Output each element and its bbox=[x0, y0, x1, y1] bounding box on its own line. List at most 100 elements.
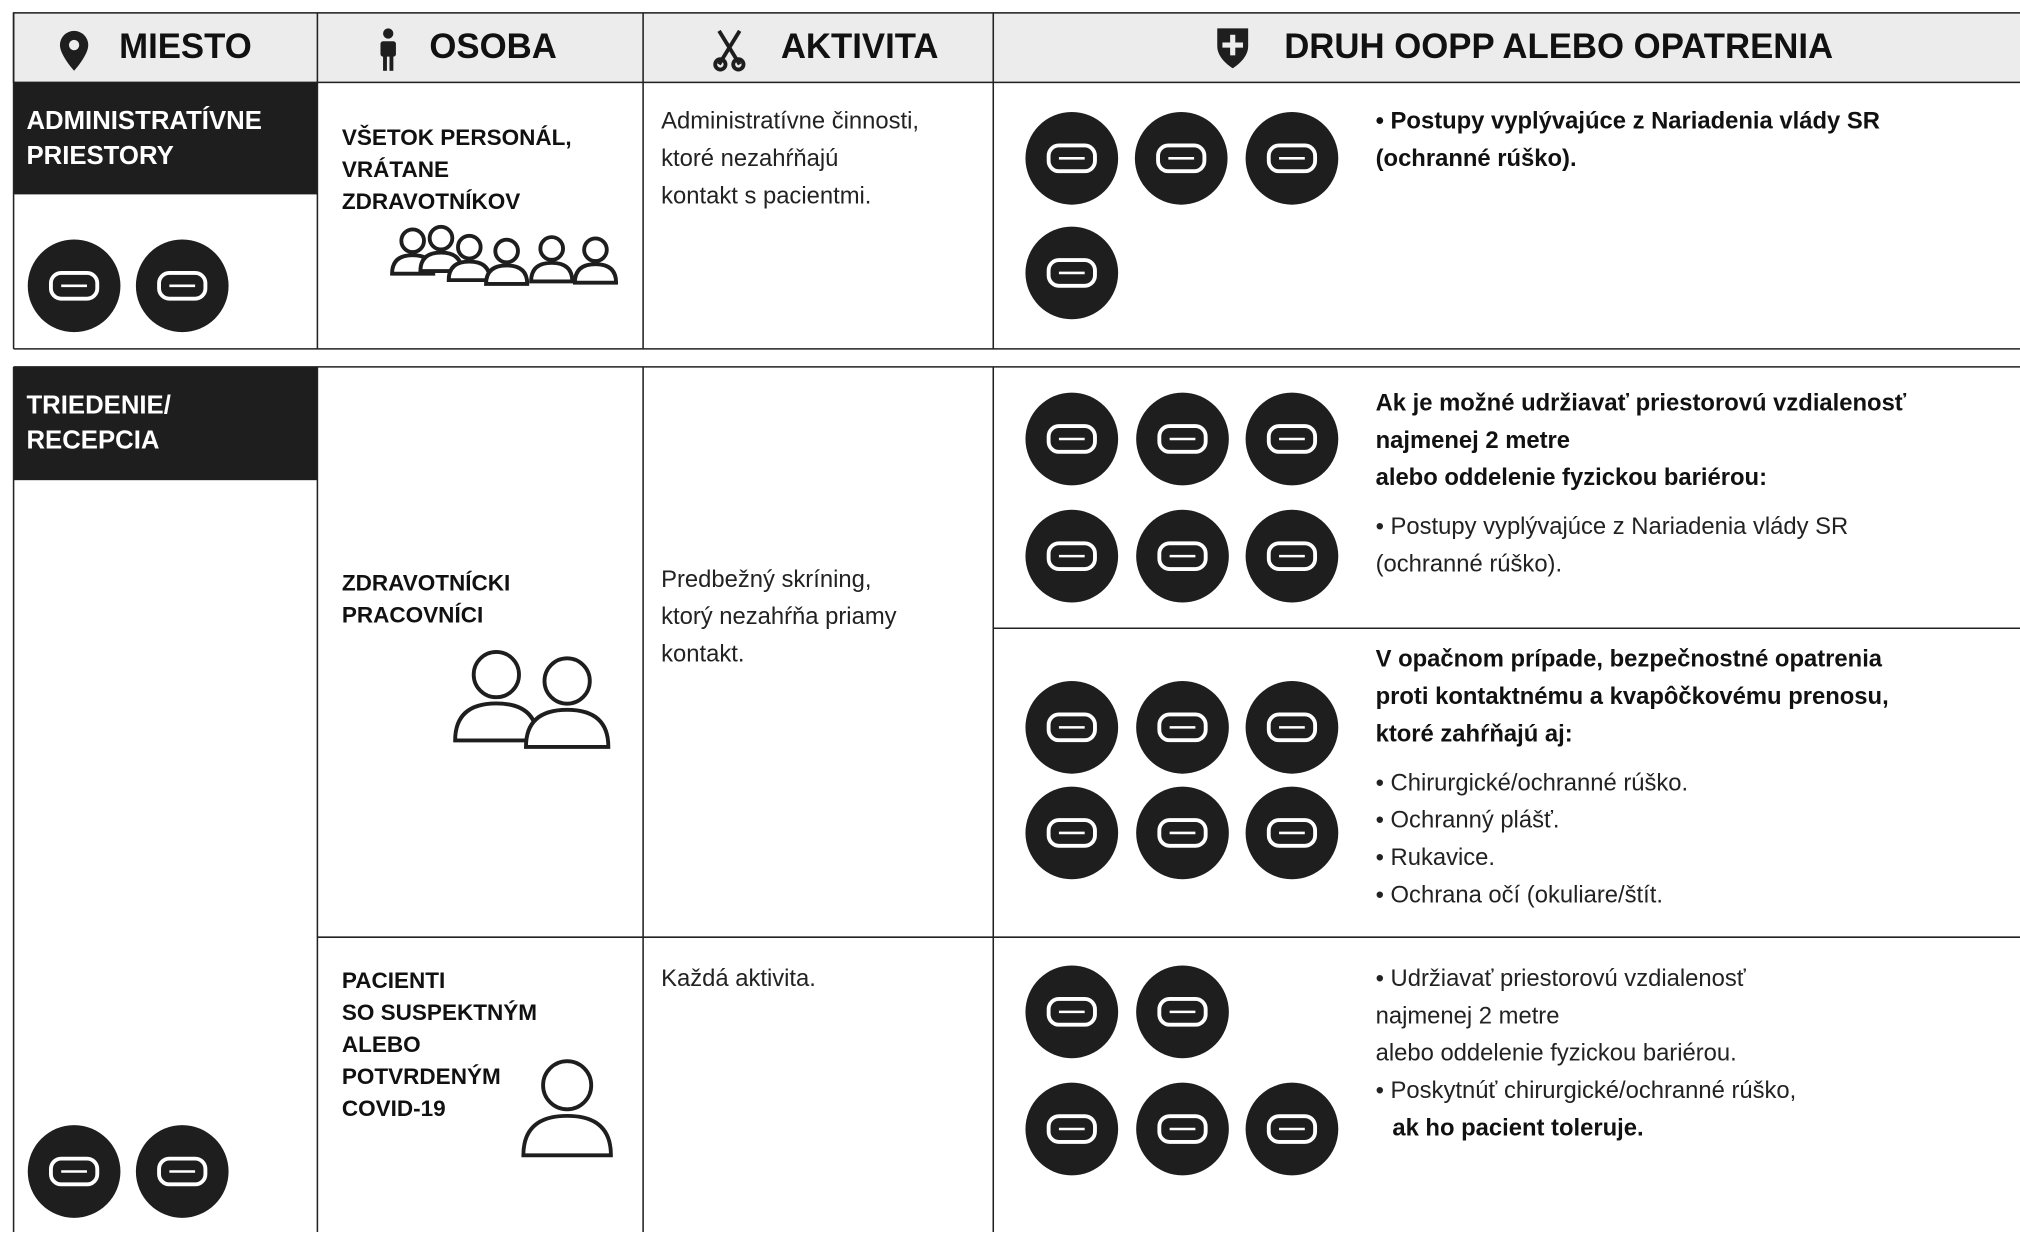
header-row bbox=[12, 12, 2020, 84]
pictogram bbox=[1245, 786, 1339, 880]
pictogram-glyph bbox=[1046, 1114, 1097, 1144]
pictogram bbox=[1136, 965, 1229, 1059]
person-head bbox=[538, 235, 565, 262]
pictogram-glyph bbox=[1046, 424, 1097, 454]
measure-text: • Udržiavať priestorovú vzdialenosť bbox=[1376, 965, 1747, 992]
person-head bbox=[493, 237, 520, 265]
measure-bold: ak ho pacient toleruje. bbox=[1392, 1114, 1643, 1141]
pictogram-glyph bbox=[1266, 424, 1318, 454]
pictogram-glyph bbox=[1046, 258, 1097, 288]
measure-text: • Poskytnúť chirurgické/ochranné rúško, bbox=[1376, 1077, 1797, 1104]
person-label: PACIENTI bbox=[342, 968, 445, 993]
pictogram-glyph bbox=[1046, 143, 1097, 174]
pictogram bbox=[1245, 1082, 1339, 1176]
pictogram bbox=[1025, 681, 1119, 774]
header-icons bbox=[59, 28, 1249, 72]
person-label: COVID-19 bbox=[342, 1096, 446, 1121]
pictogram bbox=[27, 239, 121, 333]
pictogram bbox=[1025, 112, 1119, 205]
activity-text: Predbežný skríning, bbox=[661, 566, 871, 593]
measure-bold: • Postupy vyplývajúce z Nariadenia vlády… bbox=[1376, 108, 1880, 135]
activity-text: Administratívne činnosti, bbox=[661, 108, 919, 135]
activity-text: ktorý nezahŕňa priamy bbox=[661, 603, 897, 630]
activity-text: kontakt. bbox=[661, 641, 744, 668]
person-label: VRÁTANE bbox=[342, 157, 449, 182]
pictogram bbox=[1025, 509, 1119, 603]
person-label: ALEBO bbox=[342, 1032, 421, 1057]
person-icon bbox=[572, 236, 619, 285]
pictogram-glyph bbox=[1157, 1114, 1208, 1144]
pictogram-glyph bbox=[157, 270, 208, 301]
person-body bbox=[446, 259, 492, 283]
pictogram-glyph bbox=[1046, 997, 1097, 1027]
person-head bbox=[399, 227, 426, 254]
place-label: ADMINISTRATÍVNE bbox=[26, 106, 261, 135]
pictogram-glyph bbox=[1046, 712, 1097, 743]
measure-text: alebo oddelenie fyzickou bariérou. bbox=[1376, 1040, 1737, 1067]
pictogram-glyph bbox=[1157, 997, 1208, 1027]
person-label: ZDRAVOTNÍKOV bbox=[342, 189, 520, 214]
pictogram-glyph bbox=[1157, 818, 1208, 848]
person-label: POTVRDENÝM bbox=[342, 1064, 501, 1089]
pictogram-glyph bbox=[48, 270, 100, 301]
person-label: ZDRAVOTNÍCKI bbox=[342, 570, 510, 595]
column-header: MIESTO bbox=[119, 28, 252, 66]
place-label-bg bbox=[13, 366, 318, 481]
person-head bbox=[471, 649, 521, 700]
pictogram-glyph bbox=[1266, 541, 1318, 571]
pictogram bbox=[1025, 965, 1119, 1059]
pictogram bbox=[1245, 681, 1339, 774]
measure-bold: Ak je možné udržiavať priestorovú vzdial… bbox=[1376, 390, 1907, 417]
pictogram bbox=[1245, 509, 1339, 603]
person-body bbox=[524, 707, 611, 749]
pictogram bbox=[1025, 392, 1119, 486]
pictogram-glyph bbox=[1157, 712, 1208, 743]
pictogram bbox=[135, 1125, 229, 1218]
person-body bbox=[484, 263, 530, 286]
pictogram bbox=[1136, 392, 1229, 486]
pictogram-glyph bbox=[157, 1156, 208, 1187]
pictogram bbox=[1136, 509, 1229, 603]
person-icon bbox=[524, 656, 611, 749]
measure-text: najmenej 2 metre bbox=[1376, 1002, 1560, 1029]
measure-bold: proti kontaktnému a kvapôčkovému prenosu… bbox=[1376, 683, 1889, 710]
person-icon bbox=[453, 649, 540, 743]
pictogram bbox=[27, 1125, 121, 1218]
person-body bbox=[572, 262, 619, 285]
person-label: SO SUSPEKTNÝM bbox=[342, 1000, 537, 1025]
person-label: PRACOVNÍCI bbox=[342, 602, 483, 627]
measure-text: • Chirurgické/ochranné rúško. bbox=[1376, 769, 1689, 796]
person-head bbox=[582, 236, 609, 264]
pictogram bbox=[1136, 786, 1229, 880]
pictogram bbox=[1134, 112, 1228, 205]
pictogram bbox=[1025, 226, 1119, 320]
pictogram-glyph bbox=[1046, 818, 1097, 848]
person-icon bbox=[521, 1059, 613, 1158]
measure-bold: (ochranné rúško). bbox=[1376, 145, 1577, 172]
pictogram-glyph bbox=[48, 1156, 100, 1187]
pictogram-glyph bbox=[1266, 1114, 1318, 1144]
pictogram bbox=[1136, 1082, 1229, 1176]
place-label-bg bbox=[13, 82, 318, 195]
measure-text: • Ochranný plášť. bbox=[1376, 807, 1560, 834]
column-header: AKTIVITA bbox=[781, 28, 939, 66]
person-body bbox=[521, 1113, 613, 1158]
measure-text: • Rukavice. bbox=[1376, 844, 1495, 871]
person-head bbox=[542, 656, 592, 706]
person-head bbox=[456, 233, 483, 261]
person-head bbox=[541, 1059, 594, 1112]
measure-bold: alebo oddelenie fyzickou bariérou: bbox=[1376, 464, 1767, 491]
pictogram-glyph bbox=[1046, 541, 1097, 571]
pictogram-glyph bbox=[1157, 424, 1208, 454]
person-icon bbox=[484, 237, 530, 286]
person-icon bbox=[529, 235, 575, 284]
measure-text: • Postupy vyplývajúce z Nariadenia vlády… bbox=[1376, 513, 1849, 540]
pictogram-glyph bbox=[1266, 818, 1318, 848]
pictogram-glyph bbox=[1266, 712, 1318, 743]
person-label: VŠETOK PERSONÁL, bbox=[342, 125, 572, 150]
pictogram bbox=[1025, 1082, 1119, 1176]
place-label: PRIESTORY bbox=[26, 142, 173, 170]
pictogram-glyph bbox=[1266, 143, 1318, 174]
place-label: TRIEDENIE/ bbox=[26, 392, 170, 420]
